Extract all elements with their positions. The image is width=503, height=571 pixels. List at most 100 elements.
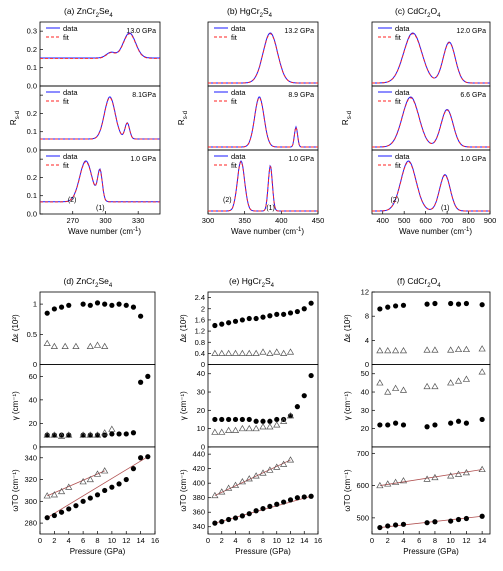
legend-fit-label: fit — [63, 97, 70, 106]
fit-curve — [208, 97, 318, 148]
data-point-filled — [80, 301, 86, 307]
data-point-filled — [424, 520, 430, 526]
y-tick-label: 0 — [33, 442, 37, 451]
data-point-filled — [212, 322, 218, 329]
data-point-filled — [123, 431, 129, 437]
data-point-filled — [274, 311, 280, 317]
y-tick-label: 4 — [365, 336, 369, 345]
data-point-open — [218, 488, 226, 495]
data-point-filled — [130, 466, 137, 472]
data-point-open — [259, 348, 267, 355]
legend-data-label: data — [395, 88, 410, 97]
x-tick-label: 800 — [462, 216, 475, 225]
panel-title-3: (d) ZnCr2Se4 — [64, 276, 113, 289]
y-axis-label: Rs-d — [341, 111, 353, 125]
data-point-filled — [226, 516, 232, 523]
x-tick-label: 0 — [370, 536, 374, 545]
fit-curve — [208, 33, 318, 84]
y-tick-label: 1.6 — [195, 315, 205, 324]
data-point-open — [93, 470, 102, 477]
data-point-open — [57, 487, 66, 495]
x-tick-label: 0 — [38, 536, 42, 545]
x-tick-label: 350 — [238, 216, 251, 225]
y-tick-label: 20 — [197, 406, 205, 415]
data-curve — [40, 160, 160, 203]
data-point-filled — [138, 455, 144, 461]
data-point-filled — [246, 315, 252, 322]
data-point-filled — [66, 302, 72, 308]
x-tick-label: 500 — [398, 216, 411, 225]
data-point-open — [478, 368, 486, 375]
data-point-open — [266, 423, 274, 430]
pressure-label: 1.0 GPa — [288, 156, 314, 163]
legend-fit-label: fit — [63, 33, 70, 42]
fit-curve — [40, 33, 160, 59]
data-point-filled — [448, 300, 454, 307]
data-point-filled — [267, 503, 273, 510]
x-tick-label: 2 — [386, 536, 390, 545]
x-tick-label: 10 — [446, 536, 454, 545]
x-tick-label: 450 — [312, 216, 325, 225]
data-point-open — [399, 386, 408, 393]
legend-fit-label: fit — [231, 33, 238, 42]
data-point-open — [273, 348, 281, 355]
y-tick-label: 420 — [192, 464, 205, 473]
data-point-open — [384, 388, 392, 395]
y-tick-label: 1.2 — [195, 327, 205, 336]
data-point-open — [399, 477, 408, 484]
data-point-open — [245, 475, 253, 482]
legend-data-label: data — [395, 152, 410, 161]
data-point-filled — [274, 416, 280, 423]
data-point-filled — [448, 518, 454, 524]
y-tick-label: 0.2 — [27, 173, 37, 182]
y-tick-label: 0.0 — [27, 210, 37, 219]
x-tick-label: 400 — [275, 216, 288, 225]
data-point-open — [252, 349, 260, 356]
data-point-open — [50, 491, 58, 498]
data-point-open — [238, 478, 246, 485]
data-point-open — [478, 345, 486, 352]
x-tick-label: 4 — [233, 536, 237, 545]
data-point-open — [79, 478, 87, 485]
y-tick-label: 700 — [356, 449, 369, 458]
y-axis-label: γ (cm⁻¹) — [11, 391, 20, 420]
y-tick-label: 440 — [192, 450, 205, 459]
y-tick-label: 400 — [192, 479, 205, 488]
data-point-open — [423, 382, 431, 390]
data-point-open — [447, 379, 455, 386]
y-tick-label: 10 — [197, 424, 205, 433]
data-point-filled — [294, 495, 300, 501]
data-point-filled — [281, 499, 287, 505]
data-point-filled — [377, 306, 383, 312]
data-point-filled — [44, 310, 50, 316]
data-point-filled — [73, 503, 79, 509]
subplot-frame — [39, 149, 161, 215]
data-point-open — [376, 346, 384, 354]
data-point-filled — [281, 311, 287, 317]
data-point-filled — [232, 515, 239, 521]
data-point-filled — [246, 416, 252, 423]
x-tick-label: 10 — [273, 536, 281, 545]
y-tick-label: 300 — [24, 497, 37, 506]
panel-title-2: (c) CdCr2O4 — [395, 6, 441, 19]
data-point-filled — [308, 493, 314, 499]
data-point-open — [273, 421, 281, 428]
data-point-open — [218, 428, 226, 435]
data-point-filled — [44, 515, 50, 521]
data-point-filled — [424, 424, 430, 430]
data-point-filled — [377, 524, 383, 531]
legend-data-label: data — [231, 88, 246, 97]
data-point-filled — [226, 320, 232, 326]
data-point-open — [225, 426, 233, 433]
y-tick-label: 30 — [361, 406, 369, 415]
data-point-open — [286, 412, 295, 419]
data-point-open — [211, 491, 219, 499]
data-point-open — [43, 431, 51, 438]
data-point-filled — [260, 505, 266, 512]
data-point-filled — [219, 519, 225, 525]
subplot-frame — [207, 291, 319, 365]
pressure-label: 13.0 GPa — [126, 28, 156, 35]
data-point-open — [57, 432, 66, 439]
y-tick-label: 30 — [197, 388, 205, 397]
data-point-filled — [109, 484, 115, 490]
